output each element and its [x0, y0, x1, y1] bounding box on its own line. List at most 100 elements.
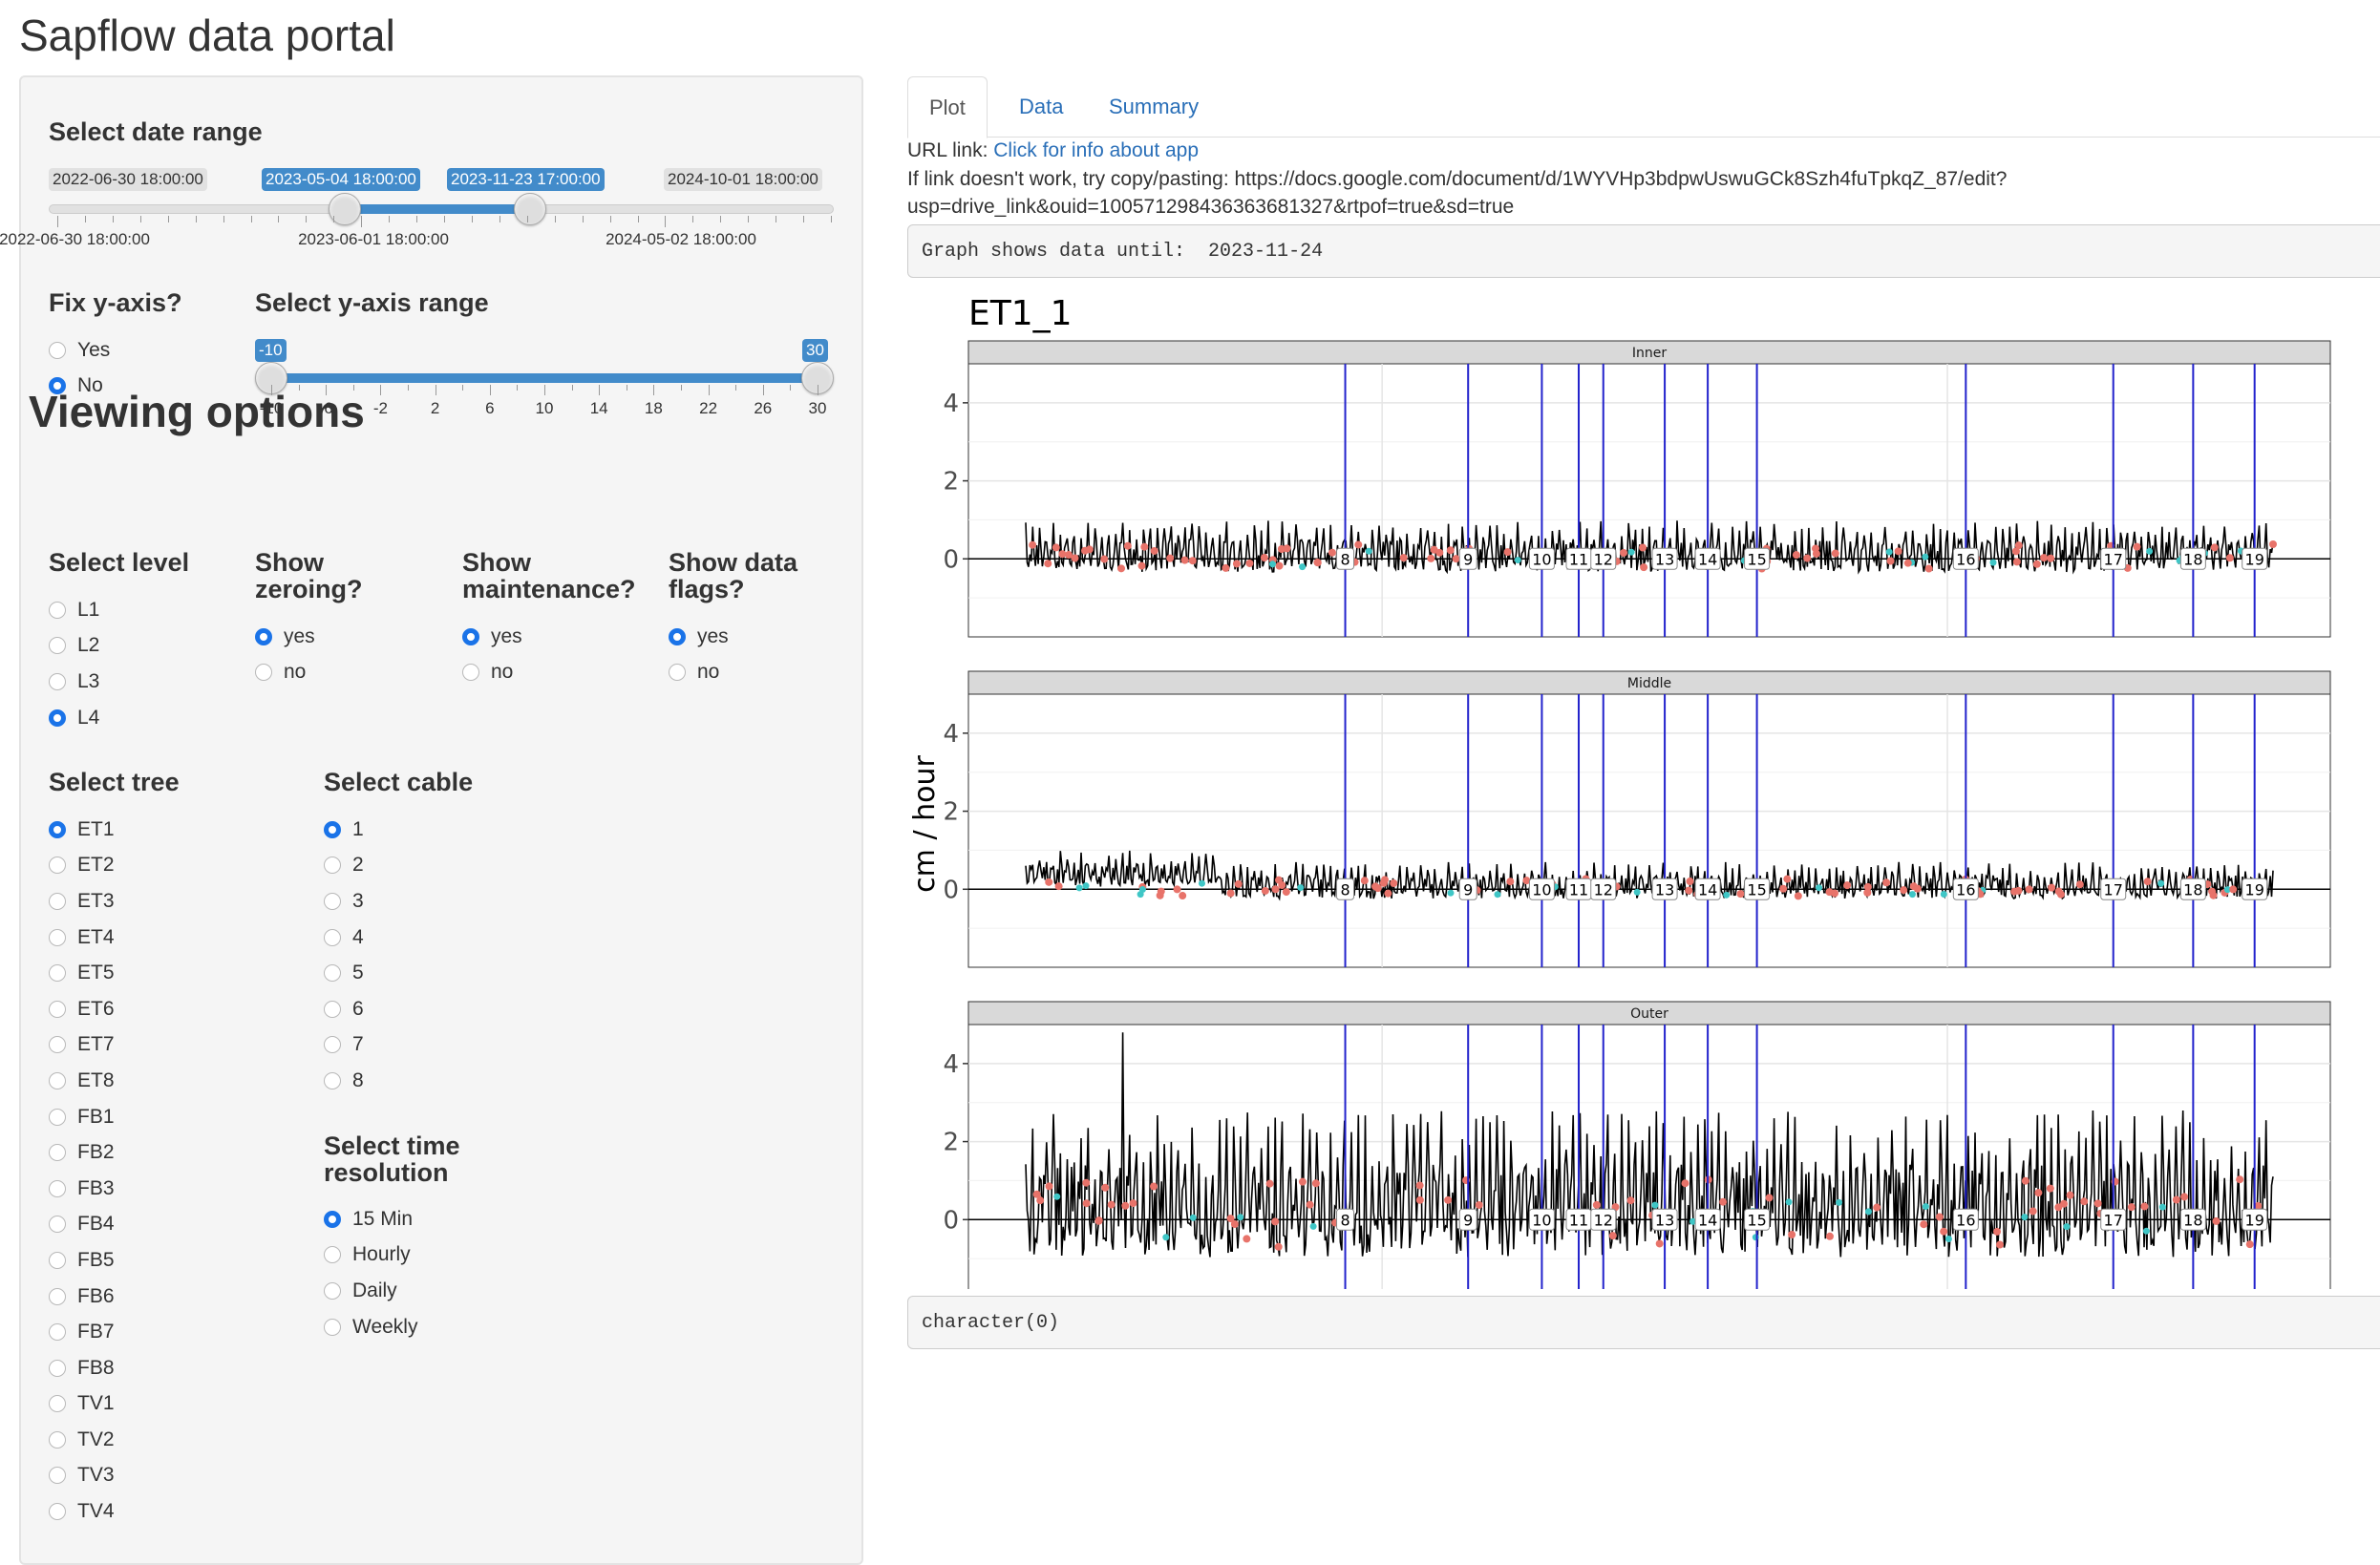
radio-empty-icon[interactable]	[324, 928, 341, 946]
radio-option[interactable]: 2	[324, 848, 364, 884]
radio-empty-icon[interactable]	[49, 857, 66, 875]
radio-empty-icon[interactable]	[324, 1246, 341, 1264]
radio-selected-icon[interactable]	[324, 1210, 341, 1228]
zeroing-radio-group[interactable]: yes no	[255, 619, 315, 690]
radio-empty-icon[interactable]	[324, 892, 341, 910]
radio-option[interactable]: TV1	[49, 1386, 115, 1423]
radio-option[interactable]: FB2	[49, 1134, 115, 1171]
radio-empty-icon[interactable]	[49, 672, 66, 690]
radio-option[interactable]: 6	[324, 991, 364, 1027]
radio-option[interactable]: 4	[324, 920, 364, 956]
radio-empty-icon[interactable]	[49, 1108, 66, 1126]
radio-empty-icon[interactable]	[49, 1395, 66, 1413]
radio-empty-icon[interactable]	[49, 892, 66, 910]
radio-option[interactable]: 5	[324, 955, 364, 991]
radio-option[interactable]: TV2	[49, 1422, 115, 1458]
tab-plot[interactable]: Plot	[907, 76, 988, 138]
radio-empty-icon[interactable]	[49, 1430, 66, 1449]
tree-radio-group[interactable]: ET1 ET2 ET3 ET4 ET5 ET6 ET7 ET8 FB1 FB2 FB3 FB4 FB5 F…	[49, 812, 115, 1530]
radio-selected-icon[interactable]	[49, 377, 66, 395]
radio-option[interactable]: no	[255, 655, 315, 691]
date-range-to-handle[interactable]	[514, 193, 546, 225]
radio-option[interactable]: 7	[324, 1027, 364, 1064]
radio-empty-icon[interactable]	[49, 1503, 66, 1521]
radio-option[interactable]: no	[669, 655, 729, 691]
radio-option[interactable]: yes	[669, 619, 729, 655]
radio-empty-icon[interactable]	[324, 1281, 341, 1300]
radio-option[interactable]: 15 Min	[324, 1201, 417, 1237]
radio-empty-icon[interactable]	[324, 1036, 341, 1054]
radio-option[interactable]: ET6	[49, 991, 115, 1027]
radio-empty-icon[interactable]	[49, 1179, 66, 1197]
radio-empty-icon[interactable]	[49, 637, 66, 655]
radio-selected-icon[interactable]	[669, 627, 686, 645]
radio-option[interactable]: Daily	[324, 1273, 417, 1309]
radio-empty-icon[interactable]	[49, 1467, 66, 1485]
radio-empty-icon[interactable]	[462, 664, 479, 682]
y-range-from-handle[interactable]	[255, 362, 287, 394]
radio-option[interactable]: yes	[255, 619, 315, 655]
radio-option[interactable]: Weekly	[324, 1309, 417, 1345]
radio-option[interactable]: TV3	[49, 1458, 115, 1494]
radio-empty-icon[interactable]	[49, 1144, 66, 1162]
radio-empty-icon[interactable]	[49, 1000, 66, 1018]
radio-option[interactable]: L1	[49, 592, 99, 628]
radio-empty-icon[interactable]	[49, 964, 66, 983]
radio-empty-icon[interactable]	[49, 1323, 66, 1342]
radio-option[interactable]: ET3	[49, 883, 115, 920]
radio-option[interactable]: ET5	[49, 955, 115, 991]
time-resolution-radio-group[interactable]: 15 Min Hourly Daily Weekly	[324, 1201, 417, 1344]
radio-empty-icon[interactable]	[49, 1287, 66, 1305]
radio-option[interactable]: FB8	[49, 1350, 115, 1386]
radio-option[interactable]: 1	[324, 812, 364, 848]
radio-selected-icon[interactable]	[324, 820, 341, 838]
radio-option[interactable]: ET4	[49, 920, 115, 956]
radio-option[interactable]: L3	[49, 664, 99, 700]
radio-selected-icon[interactable]	[462, 627, 479, 645]
radio-empty-icon[interactable]	[324, 1000, 341, 1018]
radio-empty-icon[interactable]	[669, 664, 686, 682]
radio-option[interactable]: FB5	[49, 1242, 115, 1279]
flags-radio-group[interactable]: yes no	[669, 619, 729, 690]
radio-empty-icon[interactable]	[324, 1071, 341, 1089]
radio-empty-icon[interactable]	[49, 341, 66, 359]
tab-data[interactable]: Data	[1019, 95, 1064, 118]
radio-selected-icon[interactable]	[49, 820, 66, 838]
radio-option[interactable]: Hourly	[324, 1237, 417, 1274]
radio-selected-icon[interactable]	[255, 627, 272, 645]
fix-y-radio-group[interactable]: Yes No	[49, 332, 110, 404]
radio-option[interactable]: L4	[49, 700, 99, 736]
radio-empty-icon[interactable]	[49, 1251, 66, 1269]
radio-empty-icon[interactable]	[49, 1036, 66, 1054]
radio-option[interactable]: L2	[49, 628, 99, 665]
radio-option[interactable]: no	[462, 655, 522, 691]
radio-selected-icon[interactable]	[49, 708, 66, 727]
radio-option[interactable]: yes	[462, 619, 522, 655]
radio-option[interactable]: ET8	[49, 1063, 115, 1099]
radio-empty-icon[interactable]	[324, 1318, 341, 1336]
radio-option[interactable]: FB7	[49, 1314, 115, 1350]
date-range-selection[interactable]	[345, 204, 530, 214]
cable-radio-group[interactable]: 1 2 3 4 5 6 7 8	[324, 812, 364, 1099]
info-link[interactable]: Click for info about app	[993, 139, 1200, 161]
radio-empty-icon[interactable]	[49, 928, 66, 946]
radio-option[interactable]: TV4	[49, 1493, 115, 1530]
radio-empty-icon[interactable]	[49, 1359, 66, 1377]
radio-option[interactable]: FB4	[49, 1207, 115, 1243]
radio-option[interactable]: FB1	[49, 1099, 115, 1135]
radio-option[interactable]: FB3	[49, 1171, 115, 1207]
radio-option[interactable]: ET2	[49, 848, 115, 884]
tab-summary[interactable]: Summary	[1109, 95, 1200, 118]
level-radio-group[interactable]: L1 L2 L3 L4	[49, 592, 99, 735]
radio-option[interactable]: FB6	[49, 1279, 115, 1315]
radio-option[interactable]: Yes	[49, 332, 110, 369]
radio-option[interactable]: 8	[324, 1063, 364, 1099]
radio-option[interactable]: No	[49, 369, 110, 405]
radio-option[interactable]: 3	[324, 883, 364, 920]
radio-empty-icon[interactable]	[255, 664, 272, 682]
maintenance-radio-group[interactable]: yes no	[462, 619, 522, 690]
radio-empty-icon[interactable]	[49, 1216, 66, 1234]
radio-option[interactable]: ET7	[49, 1027, 115, 1064]
radio-empty-icon[interactable]	[324, 964, 341, 983]
radio-empty-icon[interactable]	[49, 601, 66, 619]
